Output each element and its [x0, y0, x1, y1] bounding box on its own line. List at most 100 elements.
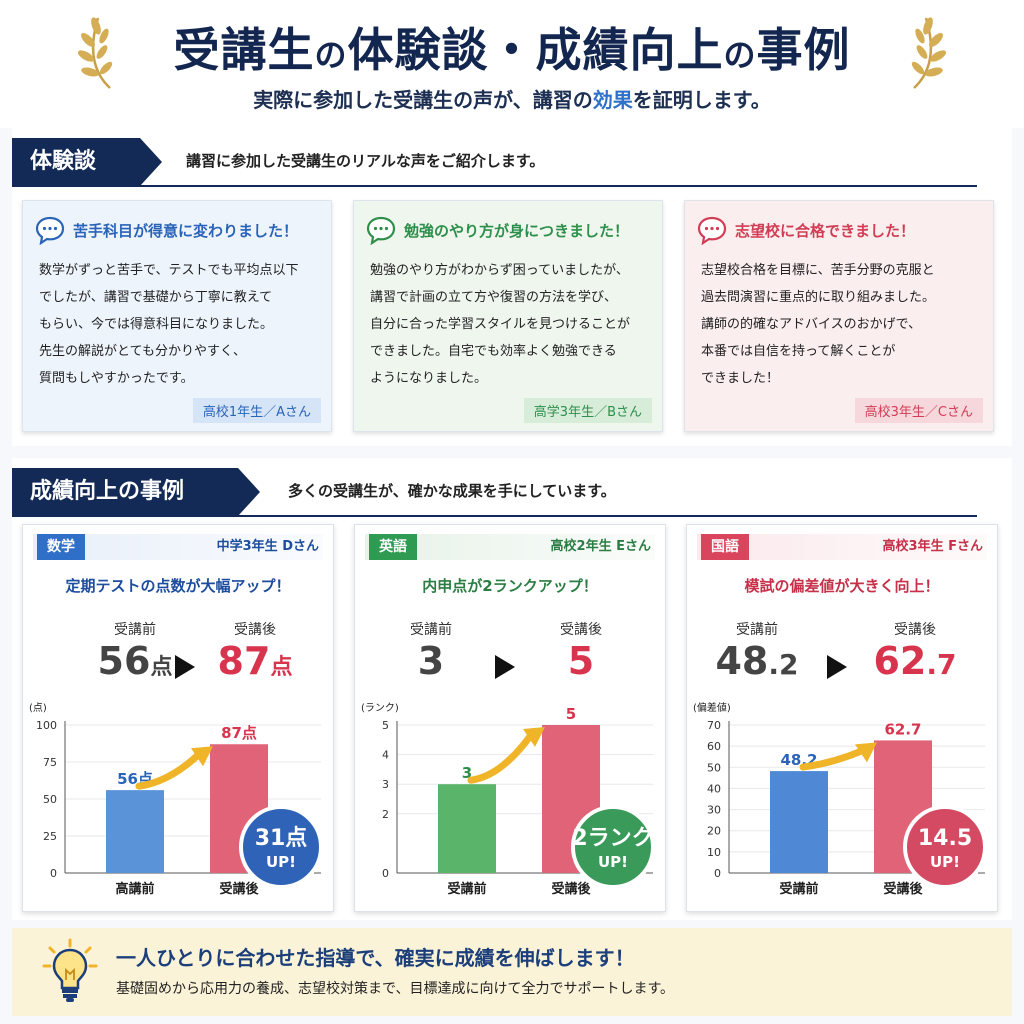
y-tick-label: 0 — [50, 867, 57, 880]
up-badge-value: 14.5 — [918, 826, 972, 851]
y-tick-label: 50 — [43, 793, 57, 806]
y-tick-label: 25 — [43, 830, 57, 843]
laurel-icon — [911, 17, 947, 89]
section-divider — [12, 185, 977, 187]
lightbulb-icon — [42, 938, 98, 1002]
result-card-japanese: 国語 高校3年生 Fさん 模試の偏差値が大きく向上！ 受講前 受講後 48.2 6… — [686, 524, 998, 912]
before-label: 受講前 — [410, 622, 452, 638]
result-headline: 定期テストの点数が大幅アップ！ — [65, 577, 291, 595]
after-label: 受講後 — [560, 622, 602, 638]
testimonial-body: 勉強のやり方がわからず困っていましたが、 講習で計画の立て方や復習の方法を学び、自… — [370, 263, 631, 386]
before-value: 48.2 — [715, 639, 799, 683]
after-label: 受講後 — [234, 622, 276, 638]
growth-arrow — [467, 731, 535, 784]
growth-arrow-head — [855, 742, 877, 763]
arrow-right-icon — [175, 655, 195, 679]
testimonial-body: 志望校合格を目標に、苦手分野の克服と 過去問演習に重点的に取り組みました。 講師の的… — [701, 263, 936, 386]
bar-value-label: 3 — [462, 764, 472, 782]
x-tick-label: 受講前 — [447, 881, 486, 897]
y-tick-label: 0 — [714, 867, 721, 880]
speech-bubble-icon — [35, 216, 65, 245]
y-tick-label: 60 — [707, 740, 721, 753]
x-tick-label: 高講前 — [115, 881, 154, 897]
up-badge-text: UP! — [930, 853, 960, 871]
arrow-right-icon — [495, 655, 515, 679]
section-description: 講習に参加した受講生のリアルな声をご紹介します。 — [186, 152, 545, 170]
bar — [438, 784, 496, 873]
x-tick-label: 受講後 — [551, 881, 591, 897]
before-value: 56点 — [97, 639, 173, 683]
student-label: 高校3年生 Fさん — [882, 539, 983, 554]
bar-value-label: 87点 — [221, 724, 257, 742]
result-headline: 模試の偏差値が大きく向上！ — [744, 577, 940, 595]
page-title: 受講生の体験談・成績向上の事例 — [173, 23, 851, 77]
y-tick-label: 4 — [382, 749, 389, 762]
y-tick-label: 75 — [43, 756, 57, 769]
y-tick-label: 100 — [36, 719, 57, 732]
up-badge — [571, 805, 655, 889]
result-card-english: 英語 高校2年生 Eさん 内申点が2ランクアップ！ 受講前 受講後 3 5 (ラン… — [354, 524, 666, 912]
bar-value-label: 5 — [566, 705, 576, 723]
section-heading: 体験談 — [12, 138, 162, 186]
testimonial-title: 苦手科目が得意に変わりました！ — [73, 221, 299, 240]
up-badge-value: 31点 — [255, 825, 308, 851]
result-card-math: 数学 中学3年生 Dさん 定期テストの点数が大幅アップ！ 受講前 受講後 56点 … — [22, 524, 334, 912]
y-tick-label: 2 — [382, 808, 389, 821]
results-section: 成績向上の事例 多くの受講生が、確かな成果を手にしています。 数学 中学3年生 D… — [12, 458, 1012, 920]
after-value: 5 — [567, 639, 595, 683]
testimonials-section: 体験談 講習に参加した受講生のリアルな声をご紹介します。 苦手科目が得意に変わり… — [12, 128, 1012, 446]
x-tick-label: 受講後 — [883, 881, 923, 897]
growth-arrow — [799, 746, 867, 771]
y-tick-label: 20 — [707, 825, 721, 838]
subject-badge: 英語 — [369, 534, 417, 560]
y-tick-label: 3 — [382, 778, 389, 791]
testimonial-body: 数学がずっと苦手で、テストでも平均点以下 でしたが、講習で基礎から丁寧に教えて もら… — [39, 263, 299, 386]
subject-badge: 国語 — [701, 534, 749, 560]
growth-arrow-head — [523, 727, 545, 747]
page-header: 受講生の体験談・成績向上の事例 実際に参加した受講生の声が、講習の効果を証明しま… — [0, 0, 1024, 128]
section-divider — [12, 515, 977, 517]
up-badge-text: UP! — [598, 853, 628, 871]
subject-badge: 数学 — [37, 534, 85, 560]
y-tick-label: 10 — [707, 846, 721, 859]
axis-unit-label: (ランク) — [361, 702, 399, 714]
testimonial-card: 苦手科目が得意に変わりました！ 数学がずっと苦手で、テストでも平均点以下 でしたが… — [22, 200, 332, 432]
y-tick-label: 0 — [382, 867, 389, 880]
x-tick-label: 受講後 — [219, 881, 259, 897]
footer-banner: 一人ひとりに合わせた指導で、確実に成績を伸ばします！ 基礎固めから応用力の養成、… — [12, 928, 1012, 1016]
before-label: 受講前 — [114, 622, 156, 638]
y-tick-label: 70 — [707, 719, 721, 732]
testimonial-card: 志望校に合格できました！ 志望校合格を目標に、苦手分野の克服と 過去問演習に重点的… — [684, 200, 994, 432]
bar-value-label: 62.7 — [884, 720, 921, 738]
student-tag: 高校3年生／Cさん — [854, 398, 983, 423]
axis-unit-label: (点) — [29, 702, 47, 714]
x-tick-label: 受講前 — [779, 881, 818, 897]
testimonial-card: 勉強のやり方が身につきました！ 勉強のやり方がわからず困っていましたが、 講習で計… — [353, 200, 663, 432]
testimonial-title: 勉強のやり方が身につきました！ — [404, 221, 630, 240]
after-value: 62.7 — [873, 639, 957, 683]
y-tick-label: 5 — [382, 719, 389, 732]
student-tag: 高学3年生／Bさん — [523, 398, 652, 423]
deviation-chart: (偏差値)01020304050607048.2受講前62.7受講後14.5UP… — [693, 701, 987, 897]
after-label: 受講後 — [894, 622, 936, 638]
y-tick-label: 50 — [707, 761, 721, 774]
growth-arrow-head — [191, 746, 213, 767]
footer-text: 基礎固めから応用力の養成、志望校対策まで、目標達成に向けて全力でサポートします。 — [116, 981, 675, 997]
speech-bubble-icon — [697, 216, 727, 245]
rank-chart: (ランク) 0 2 3 4 5 3 受講前 5 受講後 2ランク UP! — [361, 702, 655, 897]
growth-arrow — [135, 750, 203, 790]
up-badge-text: UP! — [266, 853, 296, 871]
result-headline: 内申点が2ランクアップ！ — [422, 577, 598, 595]
laurel-icon — [77, 17, 113, 89]
student-label: 高校2年生 Eさん — [550, 539, 651, 554]
up-badge — [903, 805, 987, 889]
student-tag: 高校1年生／Aさん — [192, 398, 321, 423]
up-badge-value: 2ランク — [572, 826, 653, 851]
up-badge — [239, 805, 323, 889]
after-value: 87点 — [217, 639, 293, 683]
axis-unit-label: (偏差値) — [693, 701, 731, 714]
before-label: 受講前 — [736, 622, 778, 638]
y-tick-label: 30 — [707, 804, 721, 817]
